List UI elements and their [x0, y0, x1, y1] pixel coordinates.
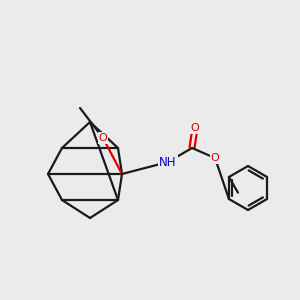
- Text: O: O: [211, 153, 219, 163]
- Text: O: O: [190, 123, 200, 133]
- Text: NH: NH: [159, 155, 177, 169]
- Text: O: O: [99, 133, 107, 143]
